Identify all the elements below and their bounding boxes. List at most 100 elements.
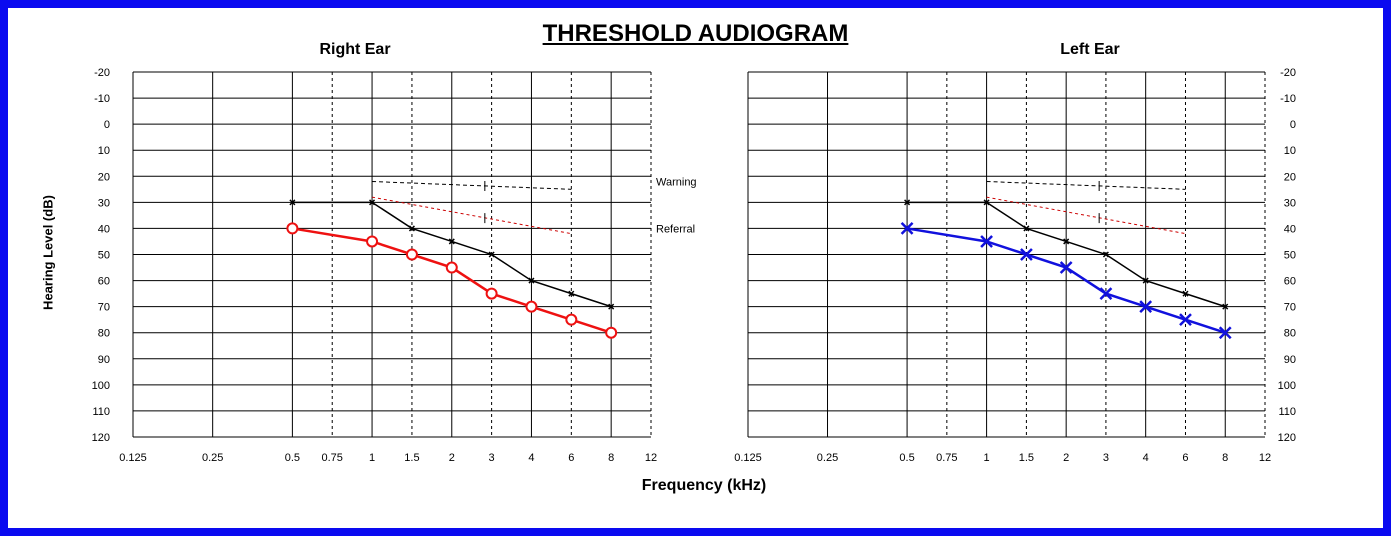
data-point: [369, 199, 376, 206]
data-point: [366, 235, 379, 248]
y-tick-label: 0: [1290, 119, 1296, 131]
threshold-series-line: [292, 227, 612, 334]
left-ear-plot: -20 -10 0 10 20 30 40 50 60 70 80 90 100 110 120 0.125 0…: [734, 67, 1296, 464]
data-point: [1142, 277, 1149, 284]
y-tick-label: 100: [1278, 380, 1296, 392]
data-point: [980, 235, 993, 248]
y-tick-label: 60: [98, 276, 110, 288]
data-point: [289, 199, 296, 206]
right-ear-title: Right Ear: [319, 41, 391, 58]
right-ear-plot: -20 -10 0 10 20 30 40 50 60 70 80 90 100 110 120 0.125 0…: [92, 67, 697, 464]
data-point: [1020, 248, 1033, 261]
y-tick-label: 80: [1284, 328, 1296, 340]
y-tick-label: 100: [92, 380, 110, 392]
warning-line: [372, 181, 572, 190]
reference-series-line: [907, 201, 1226, 308]
y-tick-label: 50: [1284, 250, 1296, 262]
data-point: [405, 248, 418, 261]
x-tick-label: 0.5: [285, 452, 300, 464]
data-point: [904, 199, 911, 206]
x-tick-label: 8: [608, 452, 614, 464]
y-tick-label: 30: [98, 197, 110, 209]
data-point: [605, 326, 618, 339]
x-tick-label: 4: [528, 452, 534, 464]
data-point: [528, 277, 535, 284]
y-tick-label: 70: [98, 302, 110, 314]
data-point: [1102, 251, 1109, 258]
y-tick-label: 110: [92, 406, 110, 418]
y-tick-label: 70: [1284, 302, 1296, 314]
data-point: [1023, 225, 1030, 232]
x-tick-label: 0.25: [202, 452, 223, 464]
y-tick-label: 30: [1284, 197, 1296, 209]
referral-line: [986, 196, 1186, 235]
data-point: [1099, 287, 1113, 300]
y-tick-label: 110: [1278, 406, 1296, 418]
threshold-series-line: [906, 227, 1226, 334]
x-tick-label: 3: [489, 452, 495, 464]
chart-title: THRESHOLD AUDIOGRAM: [542, 20, 849, 47]
x-tick-label: 3: [1103, 452, 1109, 464]
x-tick-label: 0.125: [119, 452, 147, 464]
y-tick-label: -10: [94, 93, 110, 105]
x-tick-label: 0.75: [936, 452, 957, 464]
data-point: [408, 225, 415, 232]
y-tick-label: 20: [1284, 171, 1296, 183]
x-axis-label: Frequency (kHz): [641, 477, 767, 494]
x-tick-label: 4: [1143, 452, 1149, 464]
data-point: [1222, 303, 1229, 310]
y-tick-label: 10: [1284, 145, 1296, 157]
y-tick-label: 90: [98, 354, 110, 366]
x-tick-label: 1.5: [1019, 452, 1034, 464]
warning-label: Warning: [656, 177, 697, 189]
x-tick-label: 6: [568, 452, 574, 464]
x-tick-label: 12: [645, 452, 657, 464]
data-point: [1218, 326, 1232, 340]
data-point: [485, 287, 498, 300]
y-tick-label: -10: [1280, 93, 1296, 105]
y-tick-label: 40: [1284, 223, 1296, 235]
x-tick-label: 0.75: [322, 452, 343, 464]
x-tick-label: 12: [1259, 452, 1271, 464]
y-tick-label: -20: [1280, 67, 1296, 79]
x-tick-label: 8: [1222, 452, 1228, 464]
data-point: [900, 222, 914, 235]
x-tick-label: 6: [1182, 452, 1188, 464]
y-tick-label: 40: [98, 223, 110, 235]
x-tick-label: 2: [1063, 452, 1069, 464]
data-point: [1063, 238, 1070, 245]
y-tick-label: 50: [98, 250, 110, 262]
data-point: [1182, 290, 1189, 297]
data-point: [1059, 261, 1073, 274]
y-tick-label: 120: [92, 432, 110, 444]
y-tick-label: 120: [1278, 432, 1296, 444]
data-point: [565, 313, 578, 326]
data-point: [525, 300, 538, 313]
x-tick-label: 1.5: [404, 452, 419, 464]
data-point: [983, 199, 990, 206]
data-point: [286, 222, 299, 235]
y-tick-label: 20: [98, 171, 110, 183]
referral-line: [371, 196, 572, 235]
y-tick-label: 80: [98, 328, 110, 340]
data-point: [1139, 300, 1153, 314]
warning-line: [986, 181, 1186, 190]
reference-series-line: [292, 201, 612, 308]
x-tick-label: 2: [449, 452, 455, 464]
y-tick-label: 10: [98, 145, 110, 157]
x-tick-label: 1: [984, 452, 990, 464]
y-tick-label: 90: [1284, 354, 1296, 366]
data-point: [568, 290, 575, 297]
y-tick-label: -20: [94, 67, 110, 79]
y-tick-label: 60: [1284, 276, 1296, 288]
data-point: [488, 251, 495, 258]
data-point: [608, 303, 615, 310]
left-ear-title: Left Ear: [1060, 41, 1120, 58]
referral-label: Referral: [656, 223, 695, 235]
data-point: [445, 261, 458, 274]
data-point: [1179, 313, 1192, 327]
data-point: [448, 238, 455, 245]
y-tick-label: 0: [104, 119, 110, 131]
